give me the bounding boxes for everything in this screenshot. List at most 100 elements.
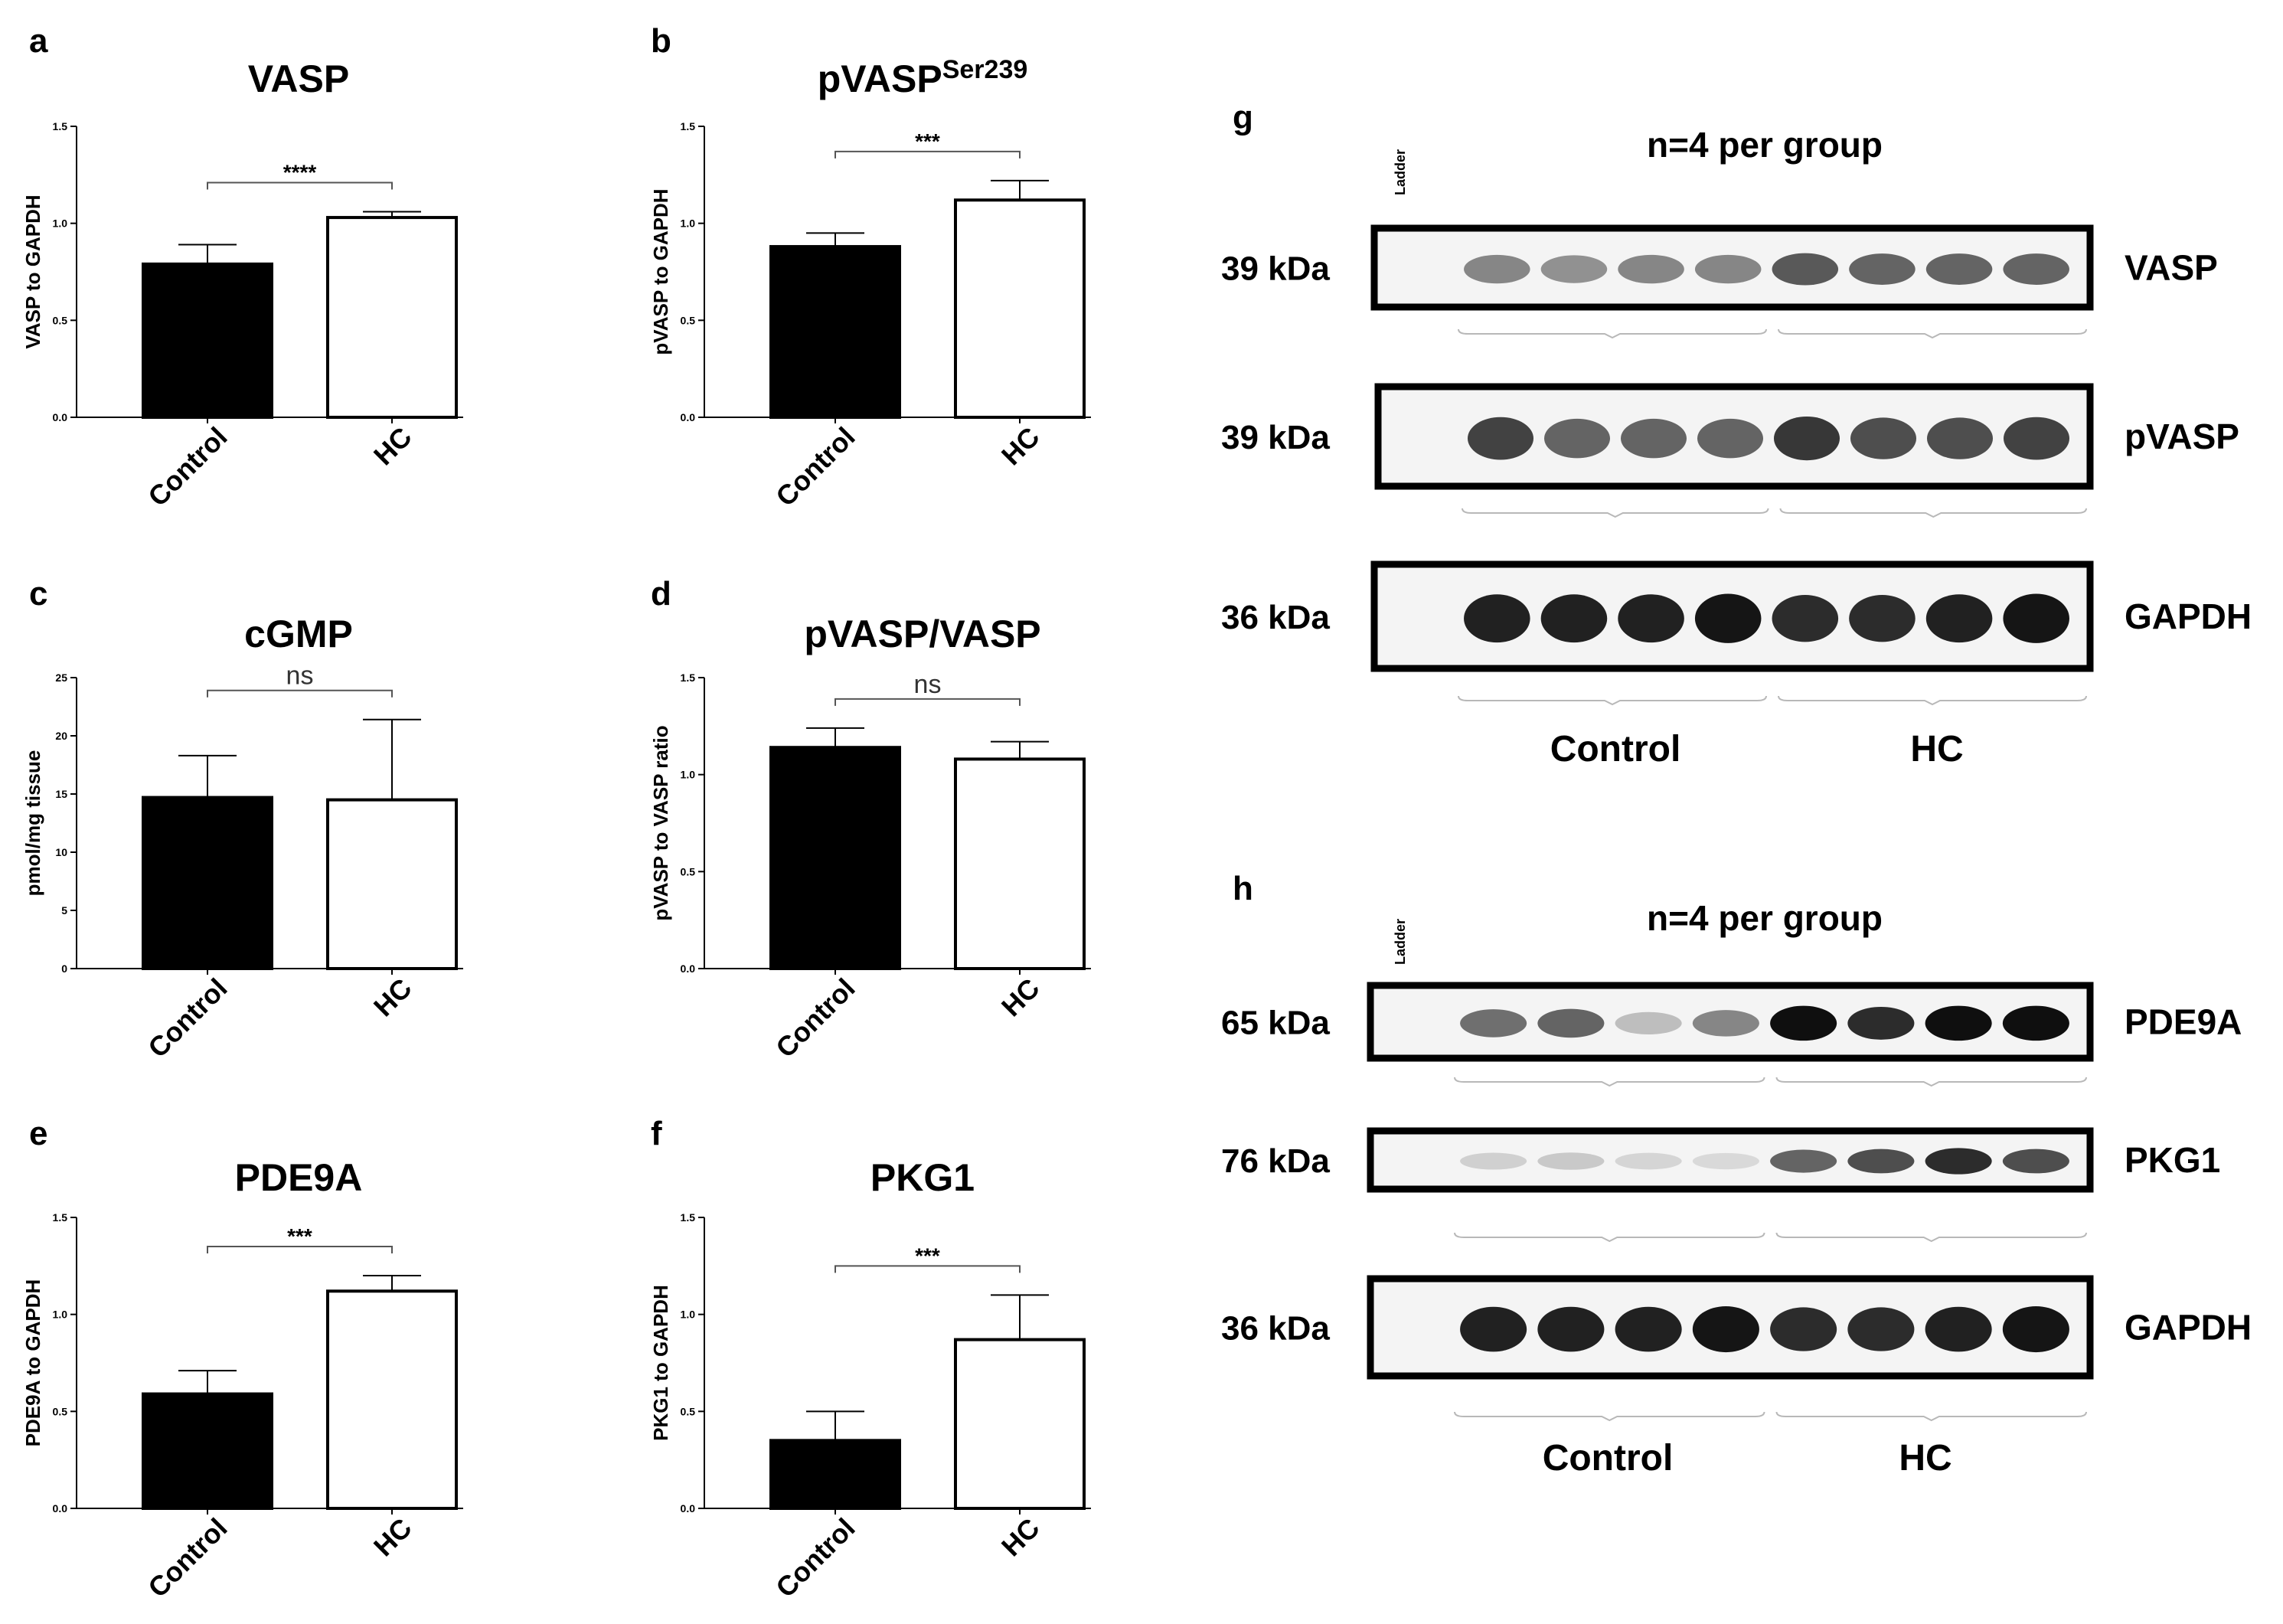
y-tick-label: 0.0 bbox=[53, 1502, 68, 1515]
significance-bracket bbox=[207, 181, 393, 190]
y-tick-label: 10 bbox=[55, 846, 67, 858]
x-tick-label: HC bbox=[367, 972, 418, 1023]
bar-control bbox=[769, 1439, 901, 1511]
blot-band bbox=[1615, 1306, 1682, 1352]
chart-panel-a: a VASP 0.0 0.5 1.0 1.5 VASP to GAPDH Control HC *… bbox=[21, 22, 463, 512]
blot-band bbox=[1847, 1307, 1915, 1351]
group-label-hc: HC bbox=[1910, 729, 1963, 770]
y-tick-label: 1.5 bbox=[53, 120, 68, 132]
y-tick-label: 0.5 bbox=[681, 314, 696, 326]
group-brace bbox=[1778, 328, 2087, 339]
western-blots: g n=4 per group Ladder 39 kDa VASP 39 kDa pVAS… bbox=[1221, 99, 2252, 1479]
x-tick-label: HC bbox=[995, 1512, 1046, 1563]
blot-band bbox=[1774, 417, 1840, 461]
blot-band bbox=[1925, 1306, 1992, 1352]
group-label-control: Control bbox=[1550, 729, 1681, 770]
blot-band bbox=[1847, 1149, 1915, 1174]
blot-band bbox=[1927, 417, 1993, 459]
chart-panel-f: f PKG1 0.0 0.5 1.0 1.5 PKG1 to GAPDH Control HC *… bbox=[649, 1115, 1091, 1603]
x-tick-label: Control bbox=[142, 1512, 233, 1603]
molecular-weight-label: 36 kDa bbox=[1221, 1310, 1330, 1348]
group-label-hc: HC bbox=[1899, 1438, 1951, 1479]
blot-band bbox=[1544, 418, 1610, 459]
group-label-control: Control bbox=[1543, 1438, 1674, 1479]
blot-band bbox=[1537, 1152, 1605, 1170]
blot-band bbox=[1464, 594, 1530, 643]
x-tick-label: Control bbox=[142, 972, 233, 1064]
protein-label: GAPDH bbox=[2125, 1308, 2252, 1348]
x-tick-label: Control bbox=[142, 421, 233, 512]
chart-panel-d: d pVASP/VASP 0.0 0.5 1.0 1.5 pVASP to VASP rat… bbox=[649, 575, 1091, 1064]
ladder-label: Ladder bbox=[1393, 919, 1408, 965]
blot-band bbox=[1460, 1152, 1527, 1170]
blot-band bbox=[1537, 1008, 1605, 1038]
molecular-weight-label: 76 kDa bbox=[1221, 1142, 1330, 1180]
panel-letter: g bbox=[1233, 99, 1253, 136]
significance-bracket bbox=[834, 150, 1021, 158]
bar-charts: a VASP 0.0 0.5 1.0 1.5 VASP to GAPDH Control HC *… bbox=[21, 22, 1091, 1603]
chart-title: pVASP/VASP bbox=[804, 613, 1040, 655]
significance-label: *** bbox=[915, 129, 940, 153]
bar-hc bbox=[326, 798, 458, 970]
y-tick-label: 1.0 bbox=[53, 217, 68, 230]
group-brace bbox=[1779, 508, 2087, 518]
chart-title-main: VASP bbox=[248, 57, 349, 100]
blot-band bbox=[1692, 1306, 1759, 1353]
significance-bracket bbox=[834, 698, 1021, 706]
bar-control bbox=[142, 1392, 273, 1510]
group-brace bbox=[1775, 1411, 2087, 1422]
blot-band bbox=[1849, 595, 1916, 642]
blot-band bbox=[1540, 594, 1608, 643]
y-tick-label: 15 bbox=[55, 788, 67, 800]
y-tick-label: 20 bbox=[55, 730, 67, 742]
x-tick-label: HC bbox=[995, 421, 1046, 472]
blot-band bbox=[1850, 417, 1916, 459]
protein-label: VASP bbox=[2125, 248, 2218, 288]
group-brace bbox=[1462, 508, 1769, 518]
y-tick-label: 0.5 bbox=[681, 1405, 696, 1417]
x-tick-label: HC bbox=[367, 1512, 418, 1563]
y-tick-label: 1.0 bbox=[53, 1309, 68, 1321]
blot-band bbox=[1847, 1006, 1915, 1040]
blot-band bbox=[1697, 418, 1763, 459]
chart-panel-e: e PDE9A 0.0 0.5 1.0 1.5 PDE9A to GAPDH Control H… bbox=[21, 1115, 463, 1603]
chart-title: pVASPSer239 bbox=[818, 55, 1028, 100]
blot-row-gapdh: 36 kDa GAPDH bbox=[1221, 560, 2252, 706]
panel-letter: e bbox=[29, 1115, 47, 1152]
blot-band bbox=[1692, 1152, 1759, 1170]
y-tick-label: 25 bbox=[55, 671, 67, 684]
panel-letter: c bbox=[29, 575, 47, 613]
significance-label: **** bbox=[283, 160, 317, 184]
x-tick-label: HC bbox=[367, 421, 418, 472]
chart-title-main: PKG1 bbox=[870, 1156, 975, 1199]
protein-label: GAPDH bbox=[2125, 596, 2252, 636]
blot-band bbox=[1772, 595, 1839, 642]
blot-row-pkg1: 76 kDa PKG1 bbox=[1221, 1127, 2220, 1243]
blot-band bbox=[1615, 1011, 1682, 1035]
blot-band bbox=[1540, 255, 1608, 283]
blot-band bbox=[1618, 254, 1684, 284]
blot-band bbox=[1615, 1152, 1682, 1170]
chart-panel-b: b pVASPSer239 0.0 0.5 1.0 1.5 pVASP to GAPDH Co… bbox=[649, 22, 1091, 512]
blot-panel-g: g n=4 per group Ladder 39 kDa VASP 39 kDa pVAS… bbox=[1221, 99, 2252, 770]
y-tick-label: 0.5 bbox=[53, 314, 68, 326]
protein-label: pVASP bbox=[2125, 417, 2239, 456]
y-tick-label: 0.0 bbox=[681, 962, 696, 975]
group-brace bbox=[1458, 328, 1767, 339]
blot-row-vasp: 39 kDa VASP bbox=[1221, 224, 2218, 339]
blot-band bbox=[2002, 1149, 2069, 1174]
y-tick-label: 1.5 bbox=[681, 1211, 696, 1224]
x-tick-label: HC bbox=[995, 972, 1046, 1023]
blot-band bbox=[1694, 593, 1762, 643]
y-axis-label: pVASP to GAPDH bbox=[649, 188, 672, 355]
y-tick-label: 1.5 bbox=[681, 120, 696, 132]
bar-control bbox=[142, 796, 273, 971]
panel-letter: b bbox=[651, 22, 671, 60]
chart-title-superscript: Ser239 bbox=[942, 55, 1028, 84]
blot-row-pde9a: 65 kDa PDE9A bbox=[1221, 982, 2242, 1087]
blot-band bbox=[1770, 1149, 1837, 1173]
blot-band bbox=[1537, 1306, 1605, 1352]
blot-band bbox=[1621, 418, 1687, 459]
significance-label: *** bbox=[287, 1224, 312, 1248]
